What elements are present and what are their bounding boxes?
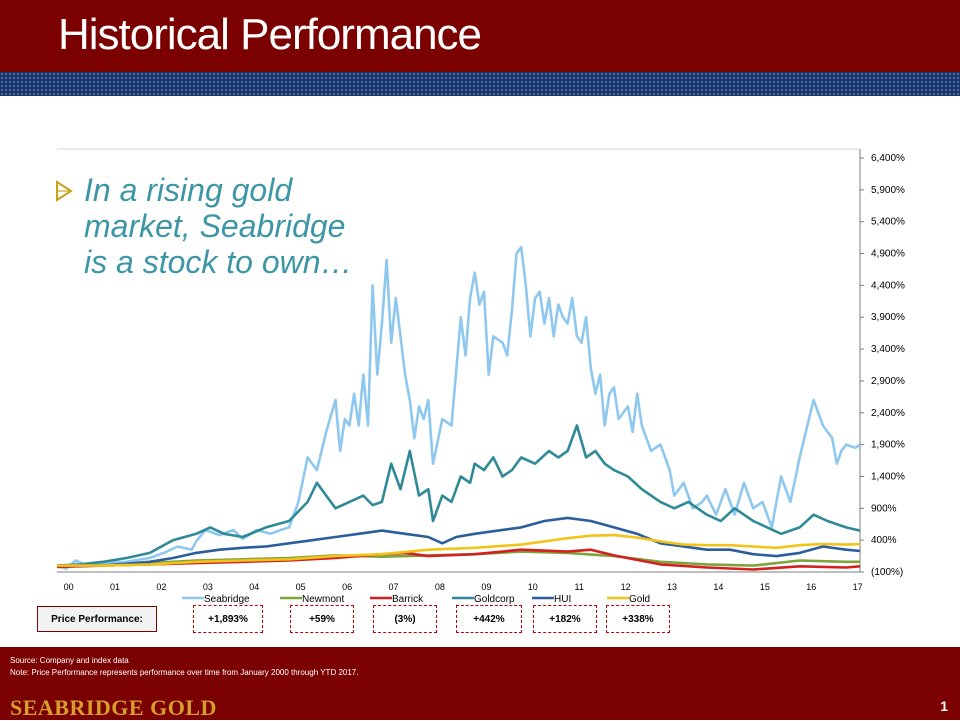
legend-label-goldcorp: Goldcorp: [474, 594, 515, 605]
legend-label-gold: Gold: [629, 594, 650, 605]
y-tick-label: 6,400%: [871, 153, 905, 164]
legend-label-seabridge: Seabridge: [204, 594, 250, 605]
legend-label-barrick: Barrick: [392, 594, 424, 605]
header-bar: [0, 0, 960, 72]
series-line-hui: [57, 516, 861, 567]
x-tick-label: 13: [667, 582, 677, 592]
x-tick-label: 17: [853, 582, 863, 592]
y-tick-label: 5,400%: [871, 217, 905, 228]
x-tick-label: 09: [481, 582, 491, 592]
bullet-text: In a rising gold market, Seabridge is a …: [84, 172, 353, 280]
price-performance-label: Price Performance:: [37, 606, 157, 632]
x-tick-label: 03: [203, 582, 213, 592]
x-tick-label: 12: [621, 582, 631, 592]
page-title: Historical Performance: [58, 10, 482, 59]
footnote: Note: Price Performance represents perfo…: [10, 668, 359, 677]
perf-value-barrick: (3%): [373, 605, 437, 633]
arrow-bullet-icon: [56, 180, 73, 202]
y-tick-label: 3,400%: [871, 344, 905, 355]
x-tick-label: 16: [806, 582, 816, 592]
x-tick-label: 06: [342, 582, 352, 592]
perf-value-hui: +182%: [533, 605, 597, 633]
x-tick-label: 02: [156, 582, 166, 592]
perf-value-gold: +338%: [606, 605, 670, 633]
x-tick-label: 05: [296, 582, 306, 592]
x-tick-label: 10: [528, 582, 538, 592]
footer-bar: [0, 647, 960, 720]
series-line-goldcorp: [56, 424, 861, 567]
x-tick-label: 11: [575, 582, 584, 592]
y-tick-label: 1,400%: [871, 471, 905, 482]
series-line-gold: [57, 533, 861, 567]
x-tick-label: 07: [389, 582, 399, 592]
page-number: 1: [940, 698, 948, 714]
perf-value-newmont: +59%: [290, 605, 354, 633]
x-tick-label: 04: [249, 582, 259, 592]
perf-value-goldcorp: +442%: [456, 605, 522, 633]
series-line-seabridge: [56, 245, 861, 571]
source-note: Source: Company and index data: [10, 656, 129, 665]
header-stripe: [0, 72, 960, 96]
y-tick-label: (100%): [871, 567, 903, 578]
y-tick-label: 4,400%: [871, 280, 905, 291]
x-tick-label: 08: [435, 582, 445, 592]
y-tick-label: 3,900%: [871, 312, 905, 323]
y-tick-label: 900%: [871, 503, 897, 514]
perf-value-seabridge: +1,893%: [193, 605, 263, 633]
x-tick-label: 00: [64, 582, 74, 592]
x-tick-label: 01: [110, 582, 120, 592]
brand-logo-text: SEABRIDGE GOLD: [10, 695, 217, 720]
x-tick-label: 14: [713, 582, 723, 592]
y-tick-label: 1,900%: [871, 440, 905, 451]
y-tick-label: 400%: [871, 535, 897, 546]
y-tick-label: 2,900%: [871, 376, 905, 387]
legend-label-hui: HUI: [554, 594, 571, 605]
x-tick-label: 15: [760, 582, 770, 592]
y-tick-label: 2,400%: [871, 408, 905, 419]
y-tick-label: 4,900%: [871, 249, 905, 260]
legend-label-newmont: Newmont: [302, 594, 344, 605]
y-tick-label: 5,900%: [871, 185, 905, 196]
